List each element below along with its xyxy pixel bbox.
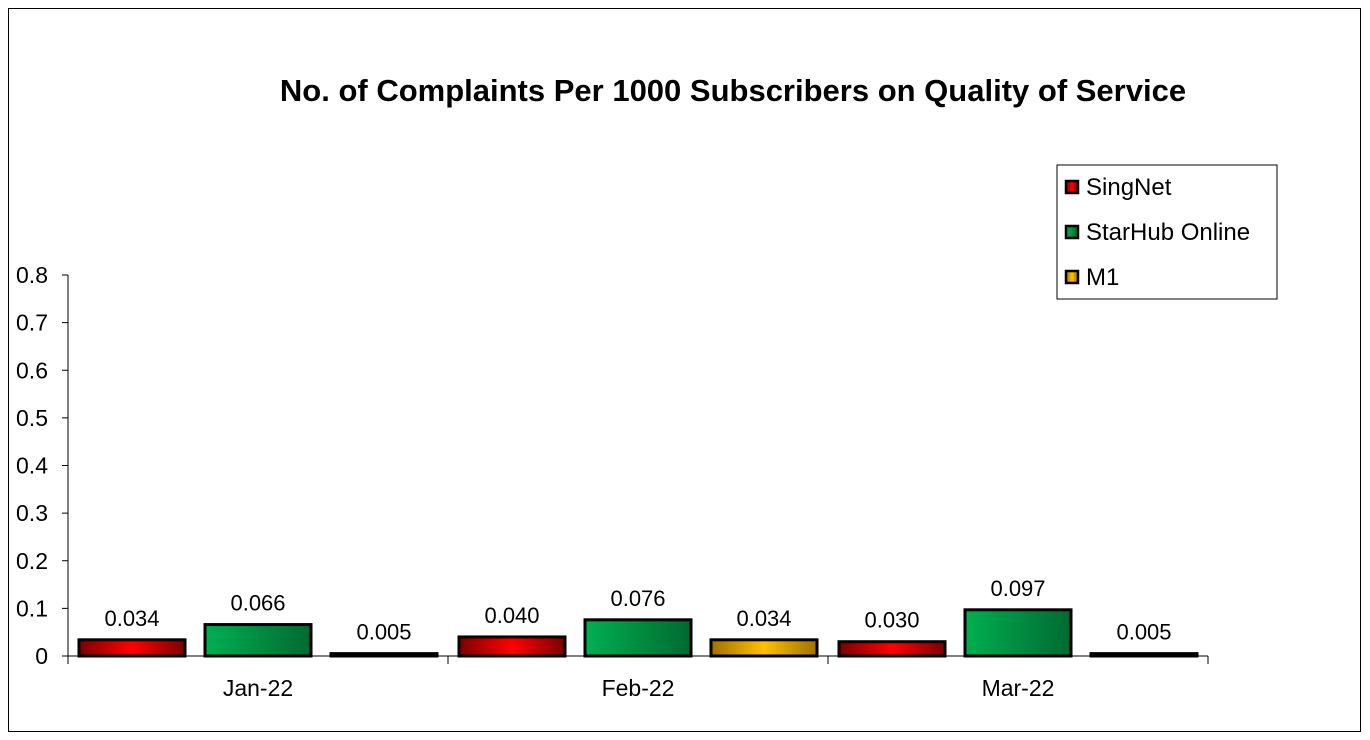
data-label: 0.066: [230, 591, 285, 616]
y-tick-label: 0.6: [16, 357, 48, 383]
data-label: 0.034: [104, 606, 159, 631]
y-tick-label: 0.2: [16, 548, 48, 574]
legend: SingNet StarHub Online M1: [1056, 164, 1278, 300]
legend-swatch: [1064, 224, 1080, 240]
legend-swatch: [1064, 269, 1080, 285]
legend-label: SingNet: [1086, 174, 1172, 201]
x-tick-label: Feb-22: [602, 675, 675, 701]
y-tick-label: 0.8: [16, 262, 48, 288]
data-label: 0.034: [736, 606, 791, 631]
y-tick-label: 0.1: [16, 595, 48, 621]
bar-singnet: [77, 638, 187, 658]
bar-starhub-online: [963, 608, 1073, 658]
bar-m1: [329, 652, 439, 658]
data-label: 0.076: [610, 586, 665, 611]
legend-label: M1: [1086, 264, 1119, 291]
data-label: 0.097: [990, 576, 1045, 601]
x-tick-label: Jan-22: [223, 675, 293, 701]
y-tick-label: 0.4: [16, 453, 48, 479]
bar-singnet: [837, 640, 947, 658]
x-tick-label: Mar-22: [982, 675, 1055, 701]
y-tick-label: 0.7: [16, 310, 48, 336]
chart-frame: [8, 8, 1361, 732]
bar-m1: [1089, 652, 1199, 658]
y-tick-label: 0.3: [16, 500, 48, 526]
bar-m1: [709, 638, 819, 658]
bar-singnet: [457, 635, 567, 658]
y-tick-label: 0: [35, 643, 48, 669]
data-label: 0.005: [356, 620, 411, 645]
data-label: 0.040: [484, 603, 539, 628]
bar-starhub-online: [203, 623, 313, 658]
data-label: 0.030: [864, 608, 919, 633]
legend-box: [1056, 164, 1278, 300]
bar-starhub-online: [583, 618, 693, 658]
legend-swatch: [1064, 179, 1080, 195]
y-tick-label: 0.5: [16, 405, 48, 431]
legend-label: StarHub Online: [1086, 219, 1250, 246]
data-label: 0.005: [1116, 620, 1171, 645]
chart-title: No. of Complaints Per 1000 Subscribers o…: [280, 73, 1186, 108]
